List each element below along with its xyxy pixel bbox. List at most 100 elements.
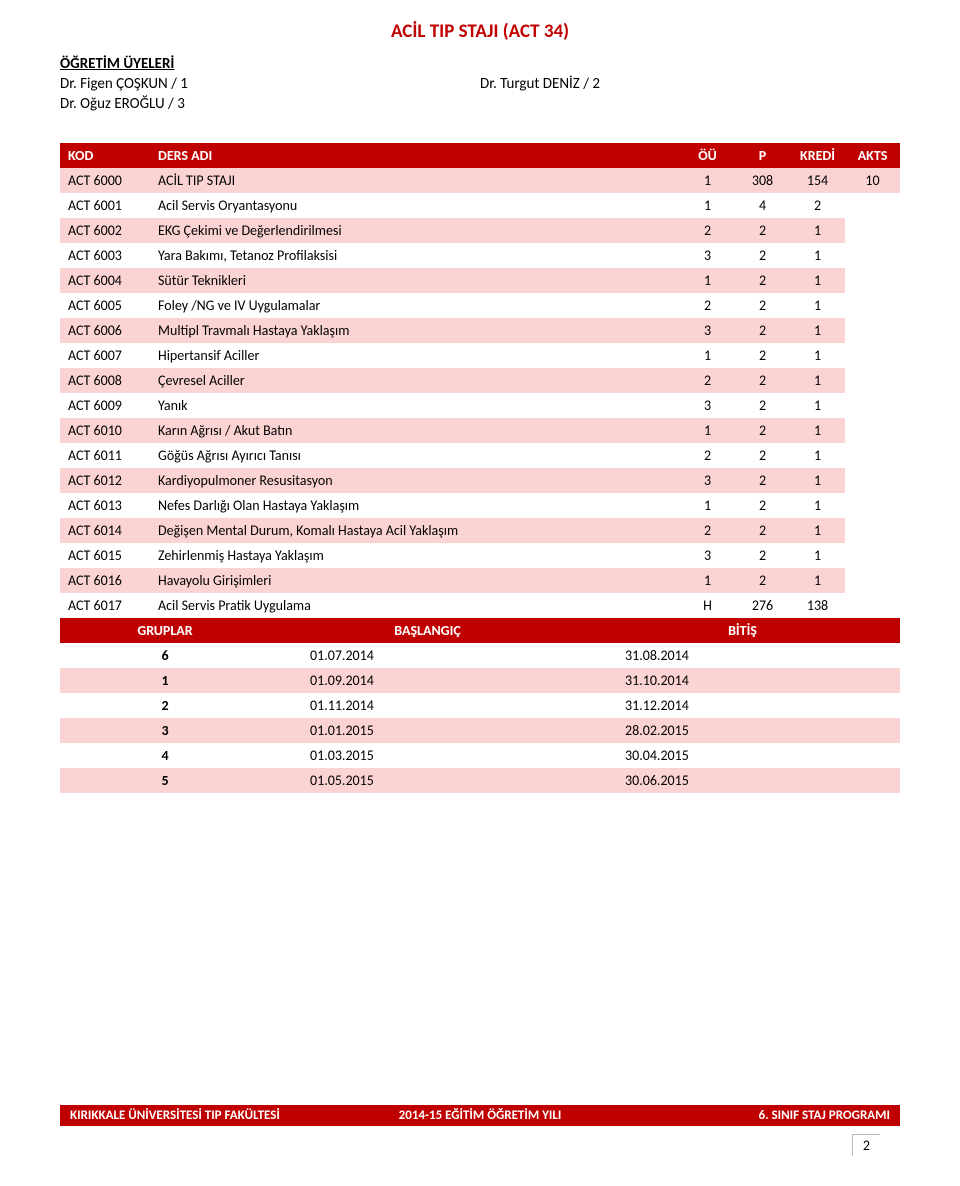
cell (845, 468, 900, 493)
table-row: ACT 6011Göğüs Ağrısı Ayırıcı Tanısı221 (60, 443, 900, 468)
table-row: ACT 6003Yara Bakımı, Tetanoz Profilaksis… (60, 243, 900, 268)
table-row: ACT 6001Acil Servis Oryantasyonu142 (60, 193, 900, 218)
title-text: ACİL TIP STAJI (ACT 34) (391, 20, 569, 43)
cell: 01.09.2014 (270, 668, 585, 693)
cell: Acil Servis Pratik Uygulama (150, 593, 680, 618)
footer-bar: KIRIKKALE ÜNİVERSİTESİ TIP FAKÜLTESİ 201… (60, 1105, 900, 1126)
cell: ACT 6015 (60, 543, 150, 568)
cell: 2 (735, 568, 790, 593)
cell: Yanık (150, 393, 680, 418)
table-row: ACT 6005Foley /NG ve IV Uygulamalar221 (60, 293, 900, 318)
cell: 2 (735, 368, 790, 393)
cell: 1 (790, 568, 845, 593)
table-row: ACT 6015Zehirlenmiş Hastaya Yaklaşım321 (60, 543, 900, 568)
cell: 1 (680, 343, 735, 368)
faculty-name: Dr. Oğuz EROĞLU / 3 (60, 95, 480, 113)
cell: Hipertansif Aciller (150, 343, 680, 368)
cell: 1 (790, 243, 845, 268)
cell: ACT 6008 (60, 368, 150, 393)
table-row: ACT 6007Hipertansif Aciller121 (60, 343, 900, 368)
cell: 3 (680, 243, 735, 268)
cell: 6 (60, 643, 270, 668)
cell: 2 (790, 193, 845, 218)
col-kod: KOD (60, 143, 150, 168)
footer-center: 2014-15 EĞİTİM ÖĞRETİM YILI (343, 1108, 616, 1123)
table-row: 101.09.201431.10.2014 (60, 668, 900, 693)
cell: 1 (60, 668, 270, 693)
cell: 1 (790, 493, 845, 518)
faculty-section: ÖĞRETİM ÜYELERİ Dr. Figen ÇOŞKUN / 1 Dr.… (60, 55, 900, 115)
cell: 154 (790, 168, 845, 193)
cell (845, 393, 900, 418)
cell: Acil Servis Oryantasyonu (150, 193, 680, 218)
cell: 2 (735, 543, 790, 568)
cell (845, 193, 900, 218)
cell: 2 (735, 343, 790, 368)
table-row: ACT 6004Sütür Teknikleri121 (60, 268, 900, 293)
table-row: ACT 6009Yanık321 (60, 393, 900, 418)
cell: 276 (735, 593, 790, 618)
cell: 2 (735, 218, 790, 243)
cell: H (680, 593, 735, 618)
cell: 2 (735, 493, 790, 518)
footer-left: KIRIKKALE ÜNİVERSİTESİ TIP FAKÜLTESİ (70, 1108, 343, 1123)
cell: 1 (680, 268, 735, 293)
cell: 1 (680, 568, 735, 593)
table-row: ACT 6006Multipl Travmalı Hastaya Yaklaşı… (60, 318, 900, 343)
cell (845, 568, 900, 593)
cell: 01.07.2014 (270, 643, 585, 668)
cell: 1 (790, 468, 845, 493)
cell: Göğüs Ağrısı Ayırıcı Tanısı (150, 443, 680, 468)
cell: 3 (60, 718, 270, 743)
faculty-left-col: Dr. Figen ÇOŞKUN / 1 Dr. Oğuz EROĞLU / 3 (60, 75, 480, 115)
cell (845, 443, 900, 468)
cell: 138 (790, 593, 845, 618)
cell: 1 (790, 268, 845, 293)
col-bitis: BİTİŞ (585, 618, 900, 643)
cell: ACT 6001 (60, 193, 150, 218)
schedule-header-row: GRUPLAR BAŞLANGIÇ BİTİŞ (60, 618, 900, 643)
col-ders: DERS ADI (150, 143, 680, 168)
page-number-wrap: 2 (60, 1134, 900, 1156)
cell: Kardiyopulmoner Resusitasyon (150, 468, 680, 493)
cell (845, 368, 900, 393)
cell (845, 543, 900, 568)
cell: 31.08.2014 (585, 643, 900, 668)
faculty-name: Dr. Figen ÇOŞKUN / 1 (60, 75, 480, 93)
cell: ACT 6002 (60, 218, 150, 243)
footer-right: 6. SINIF STAJ PROGRAMI (617, 1108, 890, 1123)
faculty-name: Dr. Turgut DENİZ / 2 (480, 75, 900, 93)
cell: 01.03.2015 (270, 743, 585, 768)
cell: Yara Bakımı, Tetanoz Profilaksisi (150, 243, 680, 268)
course-table: KOD DERS ADI ÖÜ P KREDİ AKTS ACT 6000ACİ… (60, 143, 900, 618)
cell: 3 (680, 393, 735, 418)
table-row: ACT 6013Nefes Darlığı Olan Hastaya Yakla… (60, 493, 900, 518)
cell: ACT 6010 (60, 418, 150, 443)
cell: 31.10.2014 (585, 668, 900, 693)
cell: 01.01.2015 (270, 718, 585, 743)
cell: 2 (680, 368, 735, 393)
cell (845, 243, 900, 268)
cell: 2 (735, 443, 790, 468)
table-row: 301.01.201528.02.2015 (60, 718, 900, 743)
cell: Değişen Mental Durum, Komalı Hastaya Aci… (150, 518, 680, 543)
faculty-heading: ÖĞRETİM ÜYELERİ (60, 55, 900, 73)
cell: 5 (60, 768, 270, 793)
table-row: 401.03.201530.04.2015 (60, 743, 900, 768)
cell: 2 (735, 268, 790, 293)
cell: 01.11.2014 (270, 693, 585, 718)
cell (845, 493, 900, 518)
cell: 2 (735, 518, 790, 543)
cell: Çevresel Aciller (150, 368, 680, 393)
cell: 2 (735, 318, 790, 343)
cell: 10 (845, 168, 900, 193)
cell: 1 (790, 318, 845, 343)
cell: 30.04.2015 (585, 743, 900, 768)
cell: 28.02.2015 (585, 718, 900, 743)
cell: 2 (735, 468, 790, 493)
cell: 4 (735, 193, 790, 218)
col-baslangic: BAŞLANGIÇ (270, 618, 585, 643)
cell: 3 (680, 318, 735, 343)
cell: ACT 6003 (60, 243, 150, 268)
cell: 2 (680, 293, 735, 318)
